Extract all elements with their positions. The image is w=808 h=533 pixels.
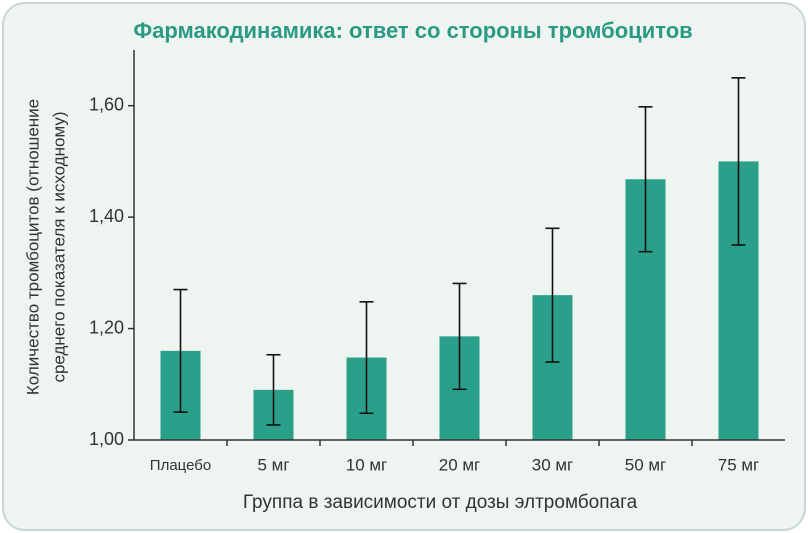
x-tick-label: 20 мг: [439, 455, 481, 474]
x-tick-label: 10 мг: [346, 455, 388, 474]
x-tick-label: 50 мг: [625, 455, 667, 474]
y-tick-label: 1,60: [89, 94, 124, 114]
x-axis-label: Группа в зависимости от дозы элтромбопаг…: [243, 492, 638, 513]
y-tick-label: 1,40: [89, 206, 124, 226]
x-tick-label: Плацебо: [150, 457, 211, 474]
y-axis-label: среднего показателя к исходному): [49, 111, 68, 382]
chart-title: Фармакодинамика: ответ со стороны тромбо…: [133, 18, 692, 43]
y-axis-label: Количество тромбоцитов (отношение: [23, 99, 42, 395]
error-bar: [173, 288, 188, 413]
x-tick-label: 75 мг: [718, 455, 760, 474]
x-tick-label: 5 мг: [257, 455, 289, 474]
x-tick-label: 30 мг: [532, 455, 574, 474]
error-bar: [545, 227, 560, 363]
error-bar: [638, 106, 653, 253]
error-bar: [266, 353, 281, 426]
y-tick-label: 1,00: [89, 429, 124, 449]
error-bar: [359, 301, 374, 415]
error-bar: [452, 282, 467, 391]
y-tick-label: 1,20: [89, 317, 124, 337]
error-bar: [731, 77, 746, 246]
